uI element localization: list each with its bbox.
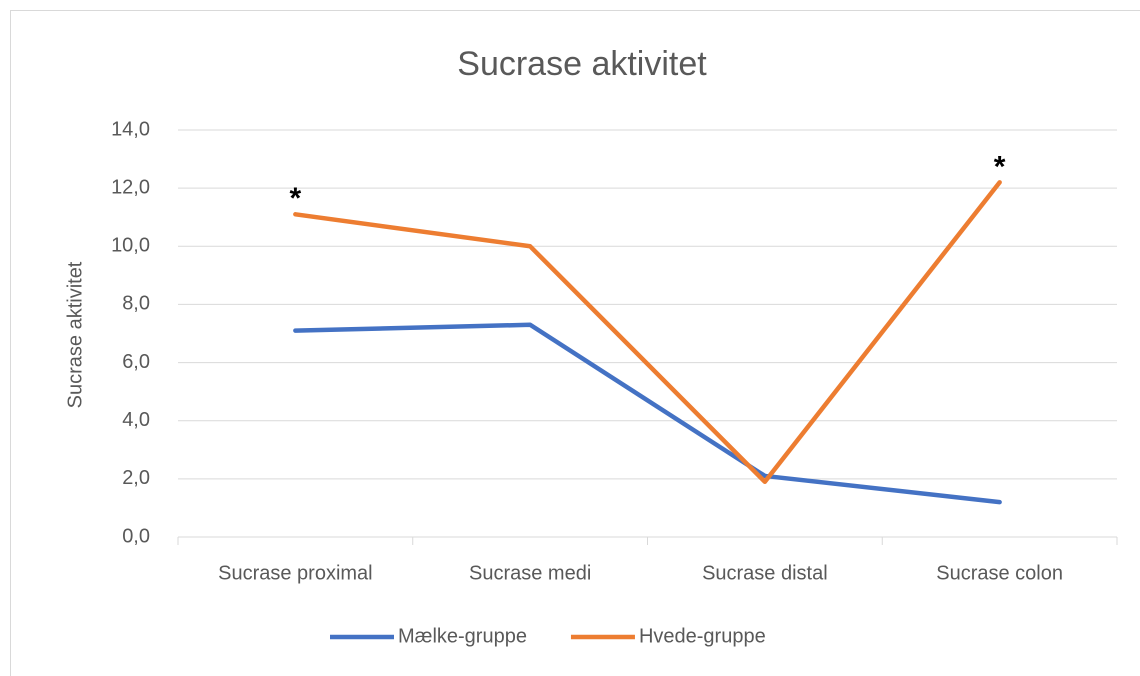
y-tick-label: 2,0 [122, 467, 150, 489]
x-tick-label: Sucrase colon [936, 562, 1063, 584]
legend-label: Mælke-gruppe [398, 625, 527, 647]
y-tick-label: 6,0 [122, 351, 150, 373]
chart-title: Sucrase aktivitet [457, 45, 707, 83]
x-tick-label: Sucrase proximal [218, 562, 373, 584]
annotation: * [994, 150, 1006, 183]
x-tick-label: Sucrase distal [702, 562, 828, 584]
series-line [293, 322, 1002, 505]
y-axis-label: Sucrase aktivitet [64, 261, 86, 408]
y-tick-label: 4,0 [122, 409, 150, 431]
y-tick-label: 8,0 [122, 293, 150, 315]
y-tick-label: 0,0 [122, 525, 150, 547]
y-tick-label: 12,0 [111, 176, 150, 198]
chart-frame [10, 10, 1140, 676]
x-tick-label: Sucrase medi [469, 562, 591, 584]
legend-label: Hvede-gruppe [639, 625, 766, 647]
y-tick-label: 10,0 [111, 235, 150, 257]
series-line [293, 180, 1002, 485]
annotation: * [290, 182, 302, 215]
y-tick-label: 14,0 [111, 118, 150, 140]
